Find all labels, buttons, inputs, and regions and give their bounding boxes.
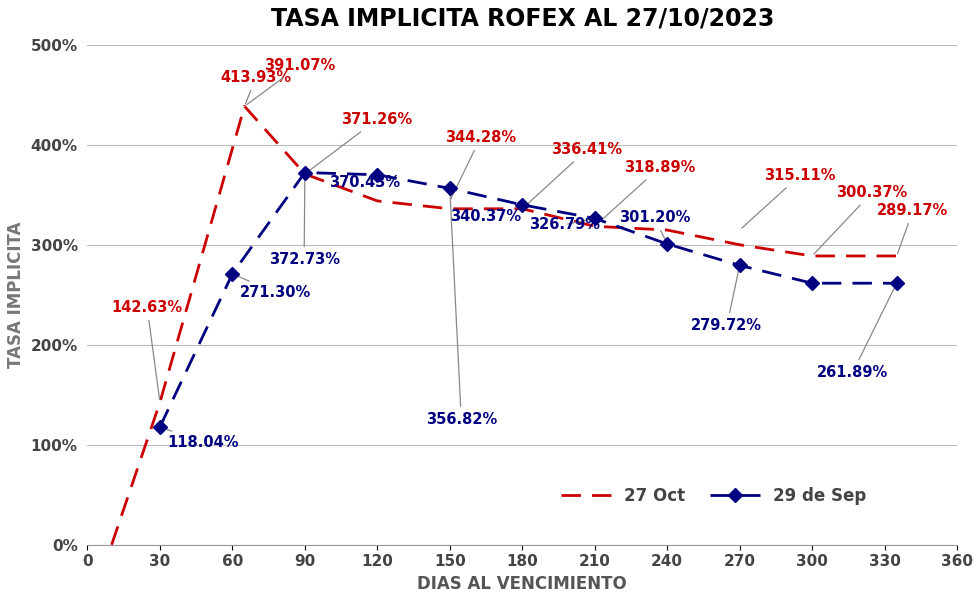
Text: 413.93%: 413.93% — [220, 70, 291, 104]
X-axis label: DIAS AL VENCIMIENTO: DIAS AL VENCIMIENTO — [417, 575, 627, 593]
Text: 301.20%: 301.20% — [619, 210, 690, 241]
Title: TASA IMPLICITA ROFEX AL 27/10/2023: TASA IMPLICITA ROFEX AL 27/10/2023 — [270, 7, 774, 31]
Text: 289.17%: 289.17% — [877, 203, 949, 253]
Y-axis label: TASA IMPLICITA: TASA IMPLICITA — [7, 222, 24, 368]
Text: 271.30%: 271.30% — [235, 275, 311, 300]
Text: 326.79%: 326.79% — [529, 217, 601, 232]
Text: 261.89%: 261.89% — [817, 286, 896, 380]
Text: 340.37%: 340.37% — [450, 205, 522, 224]
Text: 372.73%: 372.73% — [269, 175, 340, 267]
Legend: 27 Oct, 29 de Sep: 27 Oct, 29 de Sep — [554, 480, 873, 511]
Text: 142.63%: 142.63% — [112, 300, 182, 400]
Text: 279.72%: 279.72% — [691, 268, 762, 333]
Text: 315.11%: 315.11% — [742, 168, 835, 228]
Text: 118.04%: 118.04% — [163, 428, 239, 450]
Text: 300.37%: 300.37% — [814, 185, 907, 254]
Text: 370.43%: 370.43% — [329, 175, 400, 190]
Text: 318.89%: 318.89% — [597, 160, 695, 224]
Text: 344.28%: 344.28% — [445, 130, 516, 199]
Text: 371.26%: 371.26% — [307, 112, 413, 172]
Text: 356.82%: 356.82% — [425, 191, 497, 427]
Text: 336.41%: 336.41% — [524, 142, 622, 207]
Text: 391.07%: 391.07% — [247, 58, 335, 104]
